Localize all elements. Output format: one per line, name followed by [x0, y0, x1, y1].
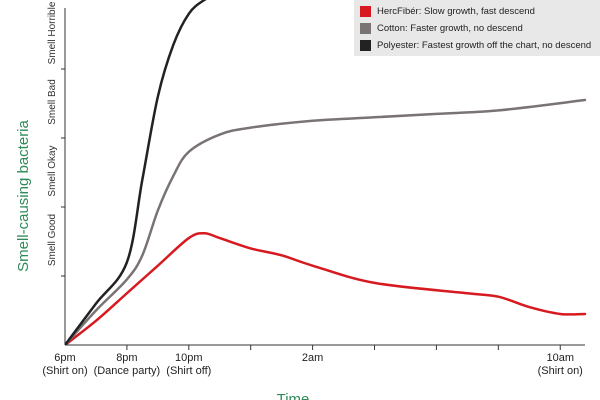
x-tick-sublabel: (Shirt off) [166, 365, 211, 377]
y-tick-label: Smell Okay [47, 145, 58, 196]
x-tick-sublabel: (Shirt on) [42, 365, 87, 377]
legend-label: Cotton: Faster growth, no descend [377, 23, 523, 34]
y-tick-label: Smell Good [47, 214, 58, 266]
y-tick-label: Smell Horrible [47, 1, 58, 64]
series-layer [65, 0, 587, 345]
x-axis-label: Time [277, 391, 310, 400]
legend-swatch [360, 40, 371, 51]
legend-item: HercFibér: Slow growth, fast descend [360, 3, 600, 20]
series-line-1 [65, 98, 587, 345]
legend-swatch [360, 23, 371, 34]
ticks-layer: 6pm(Shirt on)8pm(Dance party)10pm(Shirt … [42, 1, 582, 377]
series-line-2 [65, 0, 207, 345]
x-tick-sublabel: (Shirt on) [538, 365, 583, 377]
x-tick-label: 10am [546, 352, 574, 364]
y-tick-label: Smell Bad [47, 79, 58, 125]
series-line-0 [65, 231, 587, 345]
x-tick-label: 10pm [175, 352, 203, 364]
y-axis-label: Smell-causing bacteria [15, 119, 32, 271]
legend-label: HercFibér: Slow growth, fast descend [377, 6, 535, 17]
legend-item: Polyester: Fastest growth off the chart,… [360, 37, 600, 54]
x-tick-label: 8pm [116, 352, 137, 364]
legend-swatch [360, 6, 371, 17]
x-tick-sublabel: (Dance party) [94, 365, 161, 377]
x-tick-label: 2am [302, 352, 323, 364]
legend-item: Cotton: Faster growth, no descend [360, 20, 600, 37]
x-tick-label: 6pm [54, 352, 75, 364]
legend: HercFibér: Slow growth, fast descend Cott… [354, 0, 600, 56]
legend-label: Polyester: Fastest growth off the chart,… [377, 40, 592, 51]
